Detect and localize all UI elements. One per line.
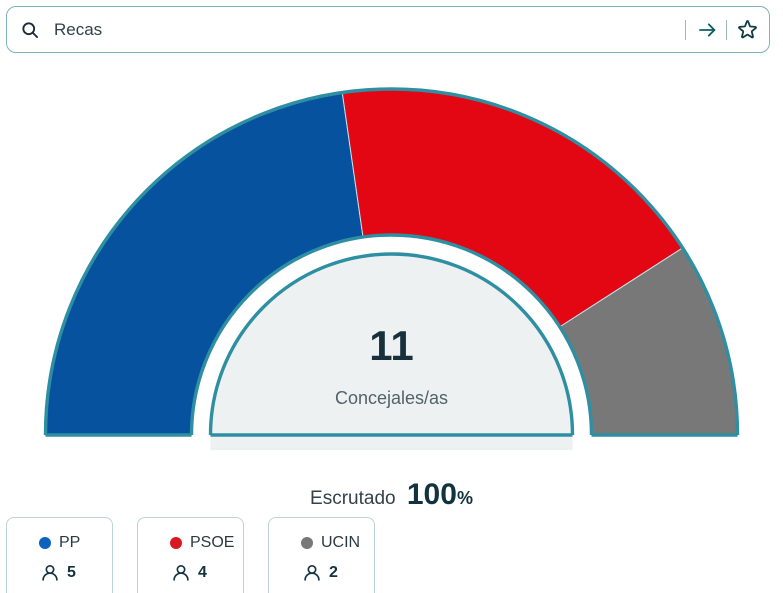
svg-text:11: 11 (369, 322, 413, 369)
svg-text:Concejales/as: Concejales/as (335, 388, 448, 408)
